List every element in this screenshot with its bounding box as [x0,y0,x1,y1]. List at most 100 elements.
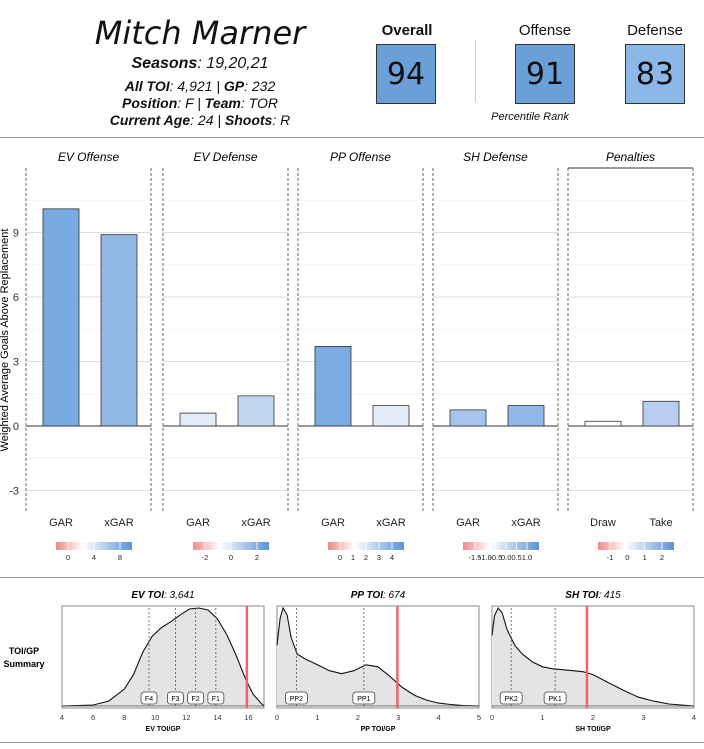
toi-title-colon: : [383,590,389,601]
panel-title: Penalties [606,150,655,164]
role-marker-box [140,691,158,705]
x-tick-label: 14 [213,713,221,722]
toi-title-value: 674 [389,590,406,601]
role-marker-box [543,691,567,705]
legend-tick-label: 1 [643,553,647,562]
legend-tick-label: -1.0 [479,553,492,562]
y-tick-label: 3 [13,357,19,369]
role-marker-label-f1: F1 [212,696,220,703]
role-marker-label-pp2: PP2 [290,696,303,703]
x-tick-label: 12 [182,713,190,722]
legend-tick-label: 0.0 [501,553,511,562]
toi-title-label: PP TOI [351,590,383,601]
row-label-line1: TOI/GP [9,646,39,656]
legend-colorbar [463,542,539,550]
offense-label: Offense [518,22,572,39]
charts-divider [0,577,704,578]
panel-title: EV Defense [193,150,257,164]
legend-tick-label: 4 [92,553,96,562]
toi-panel-2: SH TOI: 415 PK2 PK1 0 1 2 3 4 SH TOI/GP [490,590,696,733]
seasons-label: Seasons [131,55,198,72]
x-axis-label: SH TOI/GP [575,726,611,733]
legend-tick-label: 0 [625,553,629,562]
x-tick-label: 8 [122,713,126,722]
role-marker-label-f4: F4 [145,696,153,703]
score-divider [475,40,476,102]
x-axis-label: PP TOI/GP [361,726,396,733]
toi-panel-1: PP TOI: 674 PP2 PP1 0 1 2 3 4 5 PP TOI/GP [275,590,481,733]
role-marker-label-pk1: PK1 [549,696,562,703]
x-tick-label: GAR [321,517,345,529]
density-line [491,606,695,707]
defense-label: Defense [627,22,683,39]
density-area [492,608,694,706]
team-value: TOR [248,95,278,111]
legend-tick-label: 0 [338,553,342,562]
x-tick-label: Take [649,517,672,529]
legend-tick-label: -0.5 [489,553,502,562]
x-tick-label: 4 [437,713,441,722]
legend-tick-label: 1 [351,553,355,562]
y-tick-label: 9 [13,228,19,240]
toi-title-label: SH TOI [565,590,598,601]
x-tick-label: xGAR [104,517,133,529]
role-marker-box [284,691,308,705]
bar-take [642,400,680,427]
role-marker-label-pk2: PK2 [505,696,518,703]
x-tick-label: 2 [591,713,595,722]
legend-tick-label: 1.0 [522,553,532,562]
legend-tick-label: -1.5 [469,553,482,562]
bar-gar [179,412,217,427]
bar-xgar [372,405,410,427]
toi-title-colon: : [598,590,604,601]
age-shoots-line: Current Age: 24 | Shoots: R [109,112,291,128]
panel-title: EV Offense [58,150,120,164]
toi-panel-title: EV TOI: 3,641 [131,590,194,601]
toi-panel-title: PP TOI: 674 [351,590,406,601]
overall-score-box: 94 [376,44,436,104]
role-marker-box [352,691,376,705]
gar-panel-ev-defense: EV Defense GAR xGAR -2 0 2 [162,150,289,562]
toi-panel-0: EV TOI: 3,641 F4 F3 F2 F1 4 6 8 10 12 14 16 EV TOI/G… [60,590,265,733]
density-area [62,608,264,706]
x-tick-label: GAR [49,517,73,529]
header-divider [0,137,704,138]
bar-gar [314,346,352,427]
age-label: Current Age [109,112,191,128]
x-tick-label: 16 [244,713,252,722]
toi-gp-line: All TOI: 4,921 | GP: 232 [124,78,276,94]
x-tick-label: 4 [692,713,696,722]
toi-value: 4,921 [177,78,213,94]
y-axis-label: Weighted Average Goals Above Replacement [0,229,11,452]
x-tick-label: Draw [590,517,616,529]
bar-gar [449,409,487,427]
x-tick-label: 2 [356,713,360,722]
role-marker-box [187,691,205,705]
y-tick-label: -3 [9,486,19,498]
x-tick-label: GAR [186,517,210,529]
legend-tick-label: 2 [255,553,259,562]
role-marker-label-f3: F3 [171,696,179,703]
x-tick-label: xGAR [241,517,270,529]
overall-label: Overall [381,22,433,39]
gar-panel-pp-offense: PP Offense GAR xGAR 0 1 2 3 4 [297,150,424,562]
density-area [277,608,479,706]
x-tick-label: 1 [540,713,544,722]
shoots-value: R [280,112,291,128]
x-tick-label: 0 [490,713,494,722]
x-tick-label: 1 [315,713,319,722]
position-value: F [185,95,194,111]
legend-tick-label: 2 [364,553,368,562]
shoots-label: Shoots [224,112,273,128]
position-label: Position [122,95,178,111]
toi-panel-title: SH TOI: 415 [565,590,621,601]
legend-tick-label: 0.5 [511,553,521,562]
gar-panel-sh-defense: SH Defense GAR xGAR -1.5-1.0-0.50.0 0.5 1.0 [432,150,559,562]
x-tick-label: 3 [396,713,400,722]
player-name: Mitch Marner [94,14,306,52]
role-marker-box [499,691,523,705]
y-tick-label: 6 [13,292,19,304]
x-axis-label: EV TOI/GP [146,726,181,733]
bar-xgar [100,234,138,427]
